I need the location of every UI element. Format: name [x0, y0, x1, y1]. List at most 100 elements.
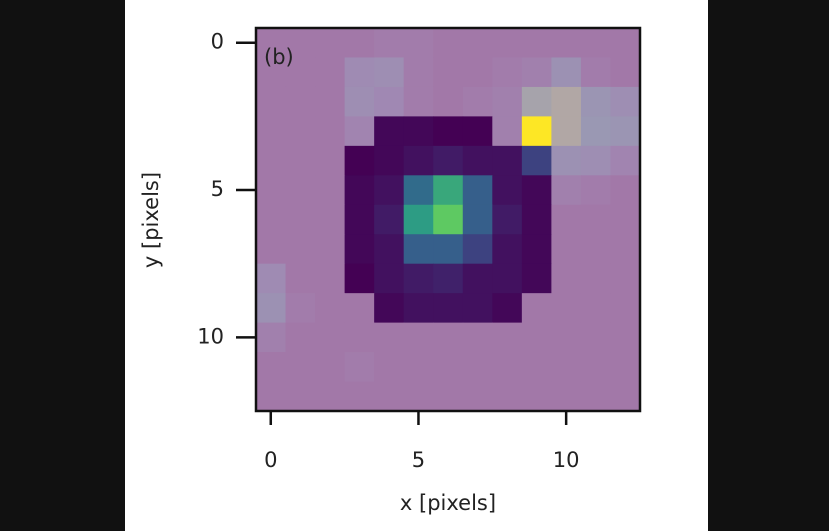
heatmap-cell [433, 116, 464, 147]
heatmap-cell [492, 263, 523, 294]
heatmap-cell [610, 381, 641, 412]
heatmap-cell [580, 322, 611, 353]
heatmap-cell [285, 322, 316, 353]
plot-area [256, 28, 641, 412]
heatmap-cell [551, 293, 582, 324]
heatmap-cell [315, 234, 346, 265]
heatmap-cell [374, 175, 405, 206]
heatmap-cell [256, 145, 287, 176]
heatmap-cell [551, 145, 582, 176]
heatmap-cell [285, 57, 316, 88]
heatmap-cell [285, 293, 316, 324]
heatmap-cell [492, 293, 523, 324]
heatmap-cell [315, 263, 346, 294]
x-axis-label: x [pixels] [400, 491, 496, 515]
heatmap-cell [462, 175, 493, 206]
y-tick-label: 5 [211, 177, 224, 201]
heatmap-cell [344, 175, 375, 206]
heatmap-cell [374, 116, 405, 147]
y-tick-label: 0 [211, 30, 224, 54]
heatmap-cell [433, 263, 464, 294]
heatmap-cell [610, 28, 641, 58]
heatmap-cell [256, 57, 287, 88]
heatmap-cell [374, 322, 405, 353]
heatmap-cell [610, 145, 641, 176]
heatmap-cell [403, 204, 434, 235]
heatmap-cell [256, 293, 287, 324]
heatmap-cell [315, 145, 346, 176]
heatmap-cell [492, 204, 523, 235]
heatmap-cell [403, 145, 434, 176]
heatmap-cell [403, 234, 434, 265]
heatmap-cell [344, 204, 375, 235]
heatmap-cell [580, 234, 611, 265]
heatmap-cell [256, 263, 287, 294]
heatmap-cell [285, 204, 316, 235]
heatmap-cell [344, 116, 375, 147]
heatmap-cell [610, 116, 641, 147]
heatmap-cell [433, 57, 464, 88]
heatmap-cell [492, 234, 523, 265]
heatmap-cell [374, 293, 405, 324]
heatmap-cell [285, 86, 316, 117]
heatmap-cell [521, 322, 552, 353]
heatmap-cell [315, 204, 346, 235]
x-tick-label: 10 [553, 448, 580, 472]
heatmap-cell [374, 204, 405, 235]
right-bar [708, 0, 829, 531]
heatmap-cell [315, 57, 346, 88]
heatmap-cell [462, 86, 493, 117]
heatmap-cell [580, 293, 611, 324]
heatmap-cell [315, 86, 346, 117]
heatmap-cell [433, 352, 464, 383]
heatmap-cell [580, 86, 611, 117]
heatmap-cell [433, 381, 464, 412]
heatmap-cell [551, 116, 582, 147]
heatmap-cell [462, 381, 493, 412]
heatmap-cell [551, 28, 582, 58]
heatmap-cell [580, 28, 611, 58]
heatmap-cell [403, 57, 434, 88]
heatmap-cell [551, 57, 582, 88]
heatmap-cell [521, 234, 552, 265]
heatmap-cell [374, 145, 405, 176]
heatmap-cell [580, 175, 611, 206]
heatmap-cell [580, 381, 611, 412]
heatmap-cell [492, 381, 523, 412]
heatmap-cell [610, 263, 641, 294]
heatmap-cell [344, 86, 375, 117]
heatmap-cell [492, 352, 523, 383]
heatmap-cell [462, 234, 493, 265]
heatmap-cell [256, 86, 287, 117]
heatmap-cell [551, 175, 582, 206]
y-tick-label: 10 [197, 324, 224, 348]
heatmap-cell [315, 381, 346, 412]
heatmap-cell [492, 116, 523, 147]
heatmap-cell [433, 86, 464, 117]
heatmap-cell [285, 381, 316, 412]
heatmap-cell [551, 352, 582, 383]
heatmap-cell [315, 352, 346, 383]
heatmap-cell [433, 28, 464, 58]
heatmap-cell [551, 234, 582, 265]
heatmap-cell [521, 116, 552, 147]
heatmap-cell [551, 204, 582, 235]
heatmap-cell [551, 263, 582, 294]
heatmap-cell [344, 352, 375, 383]
heatmap-cell [256, 116, 287, 147]
heatmap-cell [344, 234, 375, 265]
heatmap-cell [433, 293, 464, 324]
heatmap-cell [492, 175, 523, 206]
heatmap-cell [610, 57, 641, 88]
heatmap-cell [374, 28, 405, 58]
heatmap-cell [285, 263, 316, 294]
heatmap-cell [521, 263, 552, 294]
heatmap-cell [492, 145, 523, 176]
heatmap-cell [256, 204, 287, 235]
heatmap-cell [521, 86, 552, 117]
heatmap-cell [492, 322, 523, 353]
heatmap-cell [403, 175, 434, 206]
heatmap-cell [344, 263, 375, 294]
heatmap-cell [403, 322, 434, 353]
